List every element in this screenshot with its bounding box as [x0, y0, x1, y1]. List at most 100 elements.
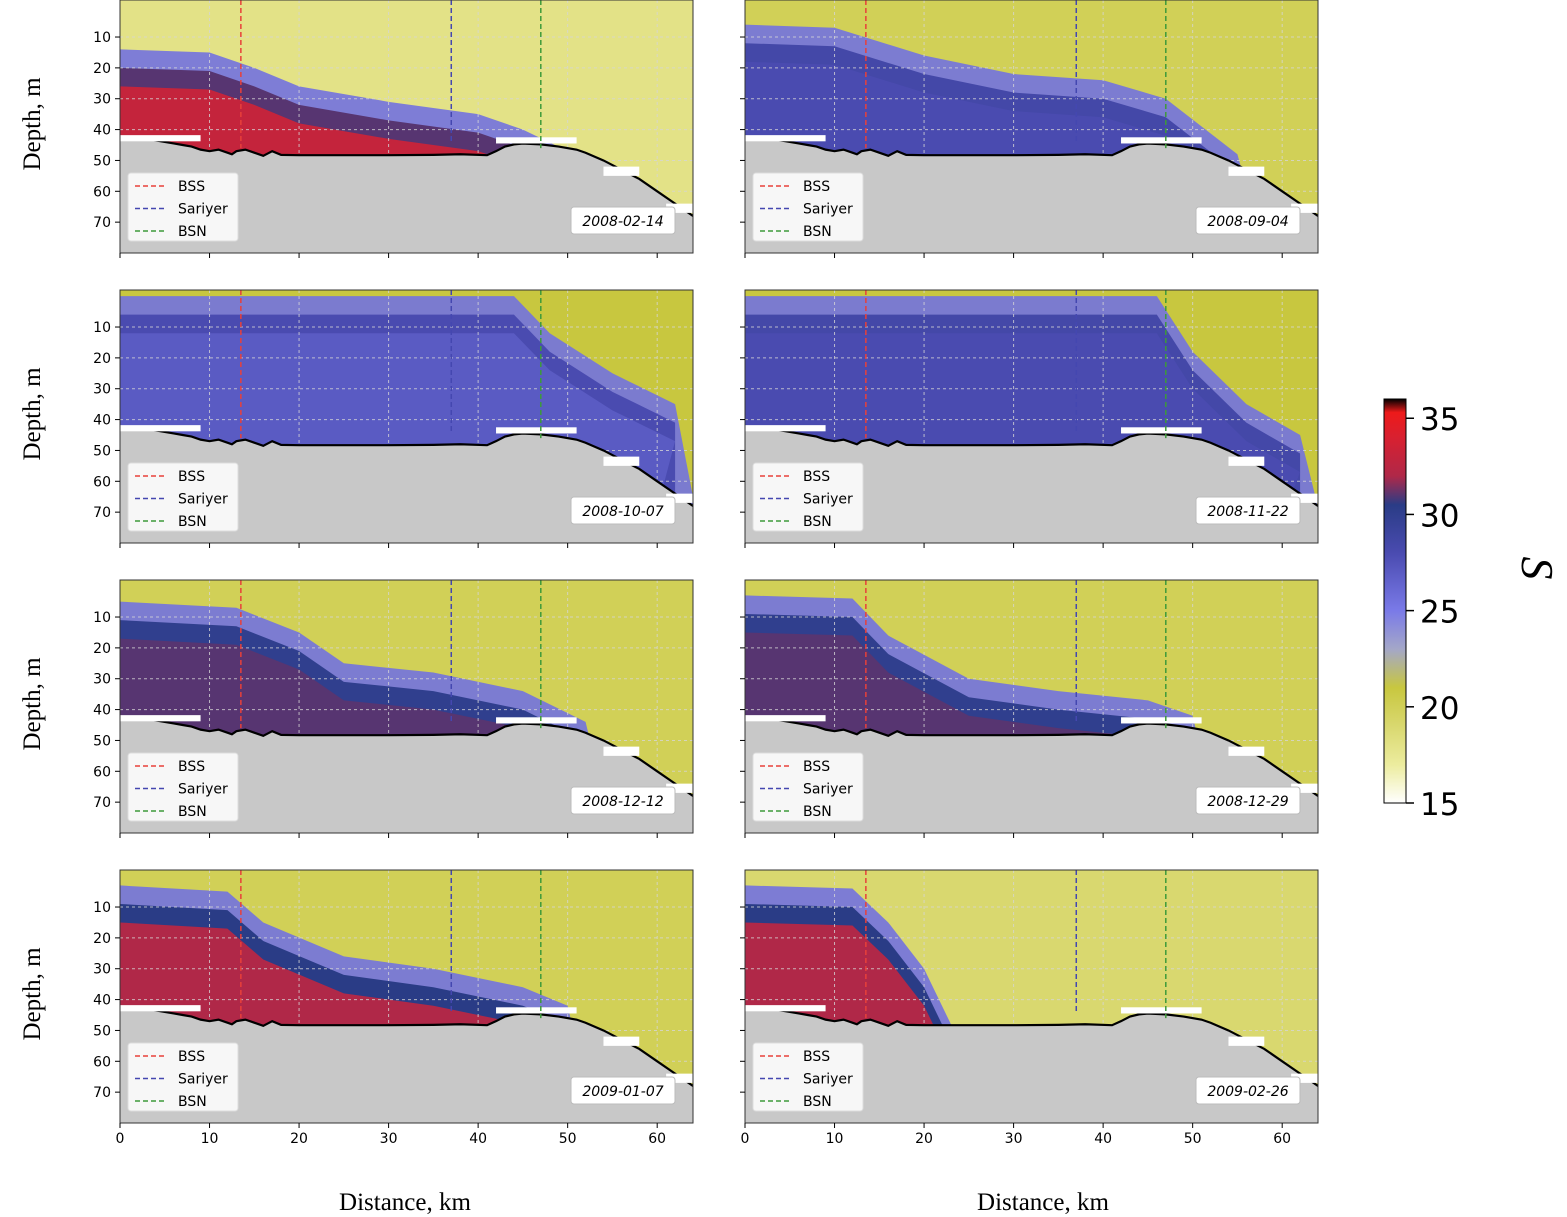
- seabed-line: [120, 715, 693, 797]
- right-sill-gap: [496, 137, 577, 144]
- shelf-gap: [603, 746, 640, 756]
- y-tick-label: 50: [93, 153, 111, 169]
- legend-box: [752, 1042, 864, 1112]
- x-tick-label: 30: [380, 1131, 398, 1147]
- seabed-fill: [745, 426, 1318, 543]
- y-tick-label: 40: [93, 703, 111, 719]
- date-label-box: [1195, 496, 1301, 525]
- y-axis-label-row-4: Depth, m: [19, 947, 46, 1041]
- seabed-line: [745, 135, 1318, 217]
- panel-2008-11-22: BSS Sariyer BSN 2008-11-22: [740, 289, 1319, 548]
- y-tick-label: 30: [93, 382, 111, 398]
- legend-label-bsn: BSN: [803, 514, 832, 530]
- left-sill-gap: [120, 425, 201, 432]
- legend-label-bsn: BSN: [803, 224, 832, 240]
- date-label-box: [570, 206, 676, 235]
- y-tick-label: 60: [93, 184, 111, 200]
- date-label-box: [1195, 1076, 1301, 1105]
- edge-gap: [666, 203, 693, 213]
- colorbar-gradient: [1383, 398, 1407, 804]
- date-label: 2009-01-07: [582, 1084, 663, 1100]
- seabed-line: [745, 715, 1318, 797]
- y-tick-label: 50: [93, 733, 111, 749]
- left-sill-gap: [745, 425, 826, 432]
- y-tick-label: 50: [93, 1023, 111, 1039]
- y-tick-label: 10: [93, 900, 111, 916]
- seabed-fill: [120, 1006, 693, 1123]
- legend-label-sariyer: Sariyer: [178, 782, 228, 798]
- y-tick-label: 10: [93, 30, 111, 46]
- x-tick-label: 40: [469, 1131, 487, 1147]
- legend-box: [752, 752, 864, 822]
- y-tick-label: 40: [93, 123, 111, 139]
- x-tick-label: 10: [826, 1131, 844, 1147]
- left-sill-gap: [745, 715, 826, 722]
- panel-2008-10-07: 10 20 30 40 50 60 70 BSS Sariyer BSN 2008-10-07: [93, 289, 694, 548]
- edge-gap: [666, 783, 693, 793]
- legend-label-sariyer: Sariyer: [178, 202, 228, 218]
- legend-label-sariyer: Sariyer: [803, 782, 853, 798]
- right-sill-gap: [1121, 137, 1202, 144]
- y-axis-label-row-2: Depth, m: [19, 367, 46, 461]
- seabed-fill: [745, 716, 1318, 833]
- edge-gap: [1291, 1073, 1318, 1083]
- legend-box: [752, 462, 864, 532]
- shelf-gap: [603, 1036, 640, 1046]
- legend-box: [127, 752, 239, 822]
- legend-label-bss: BSS: [803, 179, 830, 195]
- panel-frame: [744, 579, 1319, 834]
- colorbar-ticks: 15 20 25 30 35: [1406, 402, 1459, 823]
- legend-label-bss: BSS: [178, 469, 205, 485]
- left-sill-gap: [745, 135, 826, 142]
- legend-label-bsn: BSN: [803, 804, 832, 820]
- colorbar-tick-label: 20: [1420, 691, 1459, 727]
- right-sill-gap: [496, 717, 577, 724]
- y-tick-label: 70: [93, 795, 111, 811]
- x-tick-label: 50: [1184, 1131, 1202, 1147]
- panel-frame: [744, 289, 1319, 544]
- shelf-gap: [1228, 456, 1265, 466]
- seabed-fill: [120, 426, 693, 543]
- y-axis-label-row-1: Depth, m: [19, 77, 46, 171]
- legend-label-bsn: BSN: [178, 804, 207, 820]
- y-tick-label: 60: [93, 474, 111, 490]
- seabed-fill: [120, 716, 693, 833]
- panel-2009-01-07: 10 20 30 40 50 60 70 0 10 20 30 40 50 60 BSS Sariyer BSN…: [93, 869, 694, 1147]
- x-tick-label: 60: [1273, 1131, 1291, 1147]
- legend-box: [127, 462, 239, 532]
- y-tick-label: 10: [93, 610, 111, 626]
- seabed-fill: [120, 136, 693, 253]
- shelf-gap: [603, 456, 640, 466]
- legend-label-bss: BSS: [178, 179, 205, 195]
- panel-frame: [119, 579, 694, 834]
- legend-label-bss: BSS: [803, 469, 830, 485]
- date-label: 2008-09-04: [1207, 214, 1288, 230]
- colorbar-tick-label: 30: [1420, 498, 1459, 534]
- right-sill-gap: [496, 427, 577, 434]
- legend-box: [752, 172, 864, 242]
- y-tick-label: 20: [93, 931, 111, 947]
- legend-label-sariyer: Sariyer: [803, 202, 853, 218]
- seabed-line: [745, 1005, 1318, 1087]
- panel-2008-12-12: 10 20 30 40 50 60 70 BSS Sariyer BSN 2008-12-12: [93, 579, 694, 838]
- x-tick-label: 50: [559, 1131, 577, 1147]
- panel-plot-area: [120, 290, 693, 543]
- x-axis-label-left: Distance, km: [339, 1189, 471, 1216]
- shelf-gap: [1228, 166, 1265, 176]
- x-tick-label: 20: [290, 1131, 308, 1147]
- x-tick-label: 0: [741, 1131, 750, 1147]
- y-tick-label: 20: [93, 351, 111, 367]
- seabed-line: [120, 425, 693, 507]
- legend-label-bsn: BSN: [178, 224, 207, 240]
- legend-label-bss: BSS: [803, 759, 830, 775]
- legend-box: [127, 172, 239, 242]
- left-sill-gap: [120, 1005, 201, 1012]
- date-label: 2008-11-22: [1207, 504, 1288, 520]
- shelf-gap: [1228, 746, 1265, 756]
- edge-gap: [1291, 203, 1318, 213]
- x-tick-label: 60: [648, 1131, 666, 1147]
- legend-label-bss: BSS: [803, 1049, 830, 1065]
- panel-plot-area: [120, 580, 693, 833]
- colorbar-tick-label: 35: [1420, 402, 1459, 438]
- y-tick-label: 60: [93, 764, 111, 780]
